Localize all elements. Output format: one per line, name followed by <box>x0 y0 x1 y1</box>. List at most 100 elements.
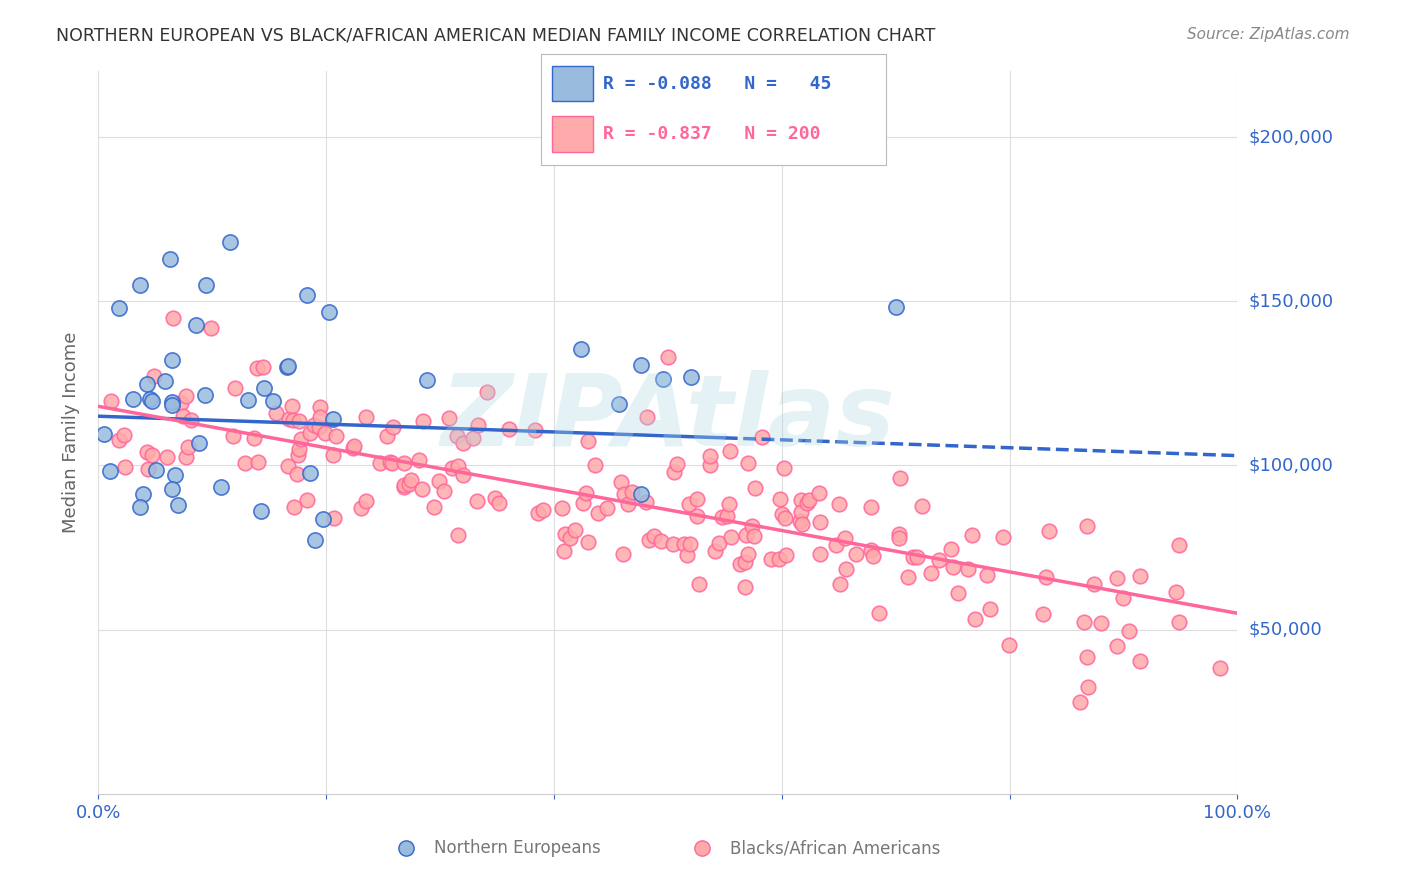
Point <box>312 512 335 526</box>
Point <box>744 481 766 495</box>
Point <box>554 527 576 541</box>
Text: $200,000: $200,000 <box>1249 128 1333 146</box>
Text: Source: ZipAtlas.com: Source: ZipAtlas.com <box>1187 27 1350 42</box>
Point <box>238 392 260 407</box>
Point <box>808 486 831 500</box>
Point <box>281 399 304 413</box>
Point <box>711 510 734 524</box>
Point <box>398 477 420 491</box>
Point <box>1107 571 1129 585</box>
Point <box>382 420 405 434</box>
Point <box>1073 615 1095 629</box>
Point <box>277 458 299 473</box>
Point <box>1168 538 1191 552</box>
Text: R = -0.837   N = 200: R = -0.837 N = 200 <box>603 125 821 143</box>
Point <box>108 434 131 448</box>
Point <box>586 506 609 520</box>
Point <box>575 485 598 500</box>
Point <box>1208 661 1230 675</box>
Point <box>170 396 193 410</box>
Point <box>412 413 434 427</box>
Text: Northern Europeans: Northern Europeans <box>434 839 602 857</box>
Point <box>381 456 404 470</box>
Point <box>446 429 468 443</box>
Point <box>759 552 782 566</box>
Point <box>288 414 311 428</box>
Point <box>1118 624 1140 638</box>
Point <box>354 410 377 425</box>
Point <box>322 448 344 462</box>
Point <box>612 547 634 561</box>
Point <box>665 457 688 471</box>
Point <box>662 537 685 551</box>
Point <box>737 456 759 470</box>
Point <box>186 318 208 333</box>
Point <box>1129 569 1152 583</box>
Point <box>399 473 422 487</box>
Point <box>136 462 159 476</box>
Point <box>160 398 183 412</box>
Point <box>662 466 685 480</box>
Point <box>576 434 599 449</box>
Point <box>246 455 269 469</box>
Point <box>1083 577 1105 591</box>
Point <box>699 458 721 473</box>
Point <box>122 392 145 407</box>
Point <box>825 538 848 552</box>
Point <box>298 425 321 440</box>
Point <box>998 638 1021 652</box>
Point <box>308 420 330 434</box>
Point <box>630 359 652 373</box>
Point <box>343 439 366 453</box>
Point <box>98 464 121 478</box>
Point <box>704 544 727 558</box>
Point <box>1077 680 1099 694</box>
Point <box>979 601 1001 615</box>
Point <box>976 568 998 582</box>
Text: $100,000: $100,000 <box>1249 457 1333 475</box>
Point <box>246 360 269 375</box>
Point <box>1090 615 1112 630</box>
Point <box>768 552 790 566</box>
Point <box>475 384 498 399</box>
Point <box>309 400 332 414</box>
Point <box>141 394 163 409</box>
Point <box>314 425 336 440</box>
Point <box>1105 640 1128 654</box>
Point <box>718 443 741 458</box>
Point <box>108 301 131 315</box>
Bar <box>551 116 593 152</box>
Point <box>808 548 831 562</box>
Point <box>796 496 818 510</box>
Text: $50,000: $50,000 <box>1249 621 1322 639</box>
Point <box>1035 570 1057 584</box>
Point <box>775 511 797 525</box>
Point <box>1076 650 1098 665</box>
Point <box>243 431 266 445</box>
Point <box>607 397 630 411</box>
Point <box>159 252 181 266</box>
Point <box>467 418 489 433</box>
Point <box>135 376 157 391</box>
Point <box>707 536 730 550</box>
Point <box>1167 615 1189 629</box>
Point <box>991 530 1014 544</box>
Point <box>834 531 856 545</box>
Point <box>679 370 702 384</box>
Point <box>1076 519 1098 533</box>
Bar <box>551 66 593 102</box>
Point <box>905 549 928 564</box>
Point <box>283 413 305 427</box>
Point <box>194 278 217 293</box>
Point <box>188 436 211 450</box>
Point <box>427 474 450 488</box>
Point <box>889 471 911 485</box>
Point <box>799 492 821 507</box>
Point <box>965 612 987 626</box>
Point <box>946 585 969 599</box>
Point <box>166 498 188 512</box>
Point <box>114 460 136 475</box>
Point <box>523 423 546 437</box>
Point <box>808 515 831 529</box>
Point <box>93 427 115 442</box>
